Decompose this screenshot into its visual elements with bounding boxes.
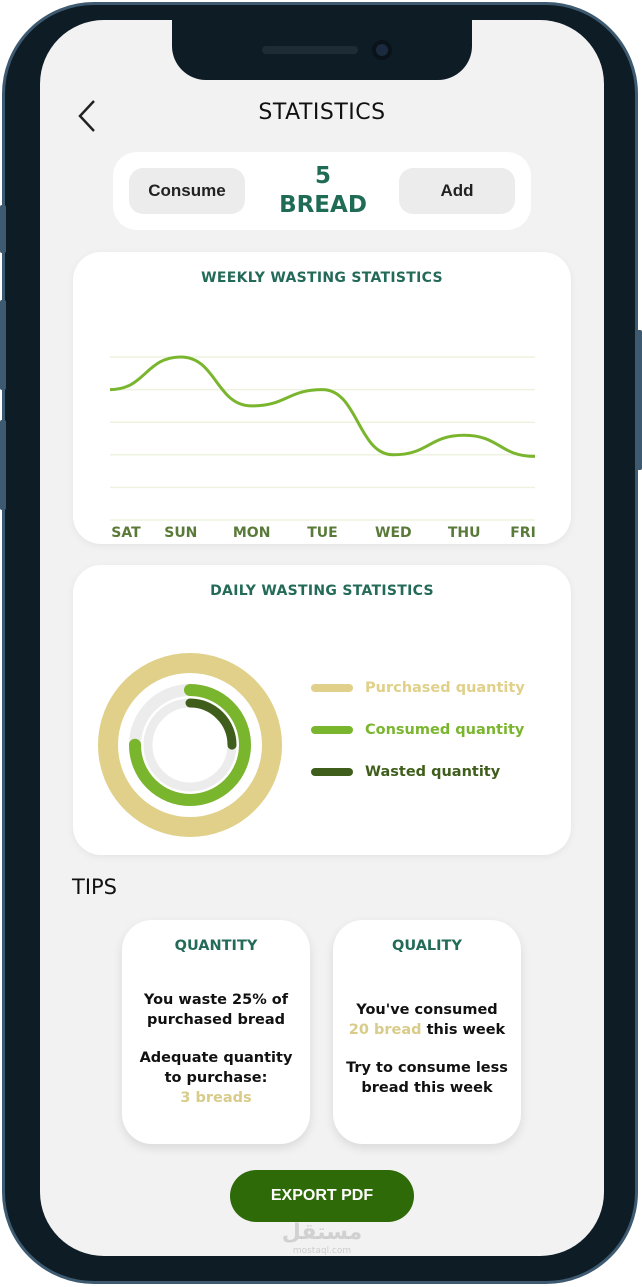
tips-heading: TIPS [72, 875, 118, 899]
watermark-site: mostaql.com [292, 1246, 352, 1256]
legend-label: Purchased quantity [365, 680, 525, 696]
tip-card-quantity: QUANTITY You waste 25% of purchased brea… [122, 920, 310, 1144]
weekly-chart-title: WEEKLY WASTING STATISTICS [201, 270, 443, 286]
tip-title: QUANTITY [174, 938, 258, 954]
add-button[interactable]: Add [399, 168, 515, 214]
legend-swatch [311, 768, 353, 776]
x-tick-label: MON [233, 525, 271, 541]
ring-purchased-quantity [98, 653, 282, 837]
chevron-left-icon[interactable] [76, 98, 98, 134]
bread-counter: Consume 5 BREAD Add [113, 152, 531, 230]
x-tick-label: FRI [510, 525, 536, 541]
weekly-chart-card: WEEKLY WASTING STATISTICS SAT SUN MON TUE WE… [73, 252, 571, 544]
volume-down-button [0, 420, 6, 510]
daily-ring-chart [98, 653, 282, 837]
legend-wasted: Wasted quantity [311, 764, 500, 780]
tip-card-quality: QUALITY You've consumed 20 bread this we… [333, 920, 521, 1144]
tip-title: QUALITY [392, 938, 462, 954]
camera [372, 40, 392, 60]
legend-swatch [311, 726, 353, 734]
tip-text: Adequate quantity to purchase: [139, 1050, 293, 1086]
tip-highlight: 20 bread [348, 1022, 422, 1038]
weekly-series-line [109, 355, 536, 458]
consume-button[interactable]: Consume [129, 168, 245, 214]
app-screen: STATISTICS Consume 5 BREAD Add WEEKLY WAS… [40, 20, 604, 1256]
tip-text: You've consumed [356, 1002, 498, 1018]
tip-highlight: 3 breads [180, 1090, 252, 1106]
mute-switch [0, 205, 6, 253]
tip-text: You waste 25% of purchased bread [143, 992, 289, 1028]
legend-label: Wasted quantity [365, 764, 501, 780]
legend-swatch [311, 684, 353, 692]
legend-label: Consumed quantity [365, 722, 525, 738]
tip-text: this week [421, 1022, 506, 1038]
x-tick-label: WED [375, 525, 412, 541]
daily-chart-title: DAILY WASTING STATISTICS [210, 583, 434, 599]
x-tick-label: TUE [307, 525, 337, 541]
weekly-line-chart: SAT SUN MON TUE WED THU FRI [109, 355, 536, 541]
volume-up-button [0, 300, 6, 390]
speaker [262, 46, 358, 54]
watermark-logo: مستقل [281, 1220, 363, 1245]
daily-chart-card: DAILY WASTING STATISTICS Purchased quant… [73, 565, 571, 855]
x-tick-label: SUN [164, 525, 197, 541]
ring-consumed-quantity [129, 684, 251, 806]
x-tick-label: THU [448, 525, 481, 541]
bread-count: 5 BREAD [263, 162, 383, 220]
legend-purchased: Purchased quantity [311, 680, 525, 696]
notch [172, 20, 472, 80]
x-tick-label: SAT [111, 525, 141, 541]
power-button [636, 330, 642, 470]
ring-wasted-quantity [143, 698, 237, 792]
export-pdf-button[interactable]: EXPORT PDF [230, 1170, 414, 1222]
count-value: 5 [314, 163, 331, 189]
count-unit: BREAD [279, 192, 367, 218]
tip-text: Try to consume less bread this week [346, 1060, 508, 1096]
page-title: STATISTICS [258, 100, 386, 125]
legend-consumed: Consumed quantity [311, 722, 524, 738]
